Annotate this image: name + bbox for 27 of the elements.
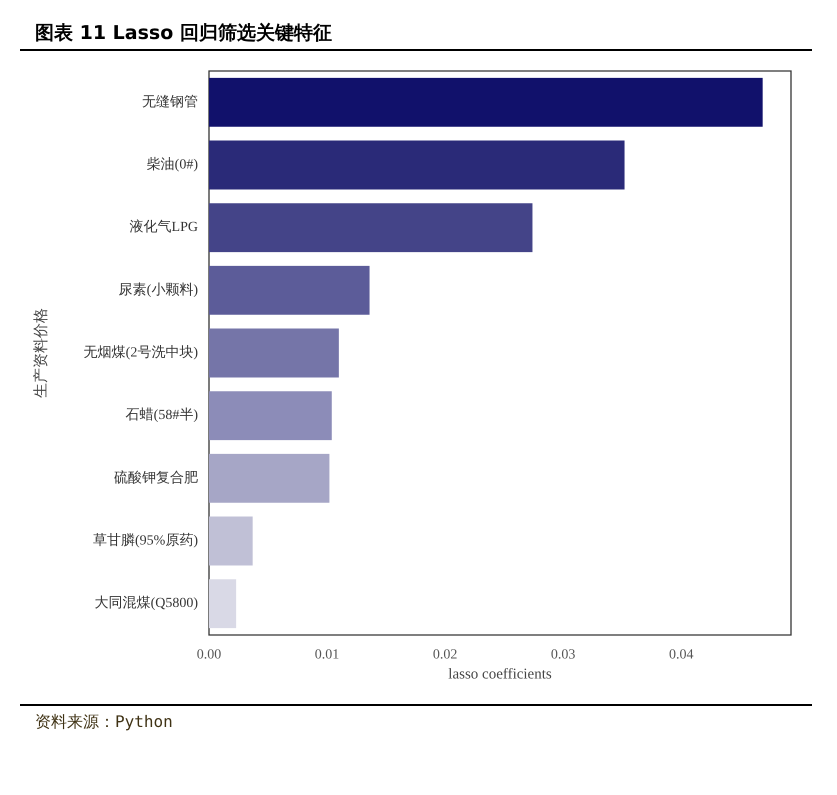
y-tick-label: 液化气LPG [130, 219, 198, 236]
x-tick-label: 0.01 [314, 648, 340, 662]
text: 资料来源：Python [35, 712, 173, 733]
y-tick-label: 尿素(小颗料) [118, 282, 198, 298]
x-axis-title: lasso coefficients [448, 666, 552, 682]
y-tick-label: 无烟煤(2号洗中块) [84, 344, 198, 360]
bar [209, 328, 339, 378]
bar [209, 516, 253, 566]
x-tick-label: 0.02 [432, 648, 458, 662]
y-axis-title: 生产资料价格 [32, 308, 50, 398]
x-tick-label: 0.04 [668, 648, 694, 662]
bar [209, 140, 625, 190]
bar [209, 78, 763, 127]
y-tick-label: 石蜡(58#半) [126, 407, 198, 424]
y-tick-label: 大同混煤(Q5800) [94, 595, 198, 612]
bar [209, 266, 370, 315]
y-tick-label: 硫酸钾复合肥 [114, 470, 198, 486]
bar [209, 579, 236, 628]
chart-title: 图表 11 Lasso 回归筛选关键特征 [35, 21, 332, 46]
bar [209, 391, 332, 440]
y-tick-label: 柴油(0#) [146, 156, 198, 172]
y-tick-label: 草甘膦(95%原药) [93, 532, 198, 548]
bar [209, 454, 330, 503]
x-tick-label: 0.00 [196, 648, 222, 662]
bar [209, 203, 532, 252]
x-tick-label: 0.03 [550, 648, 576, 662]
y-tick-label: 无缝钢管 [142, 94, 198, 110]
